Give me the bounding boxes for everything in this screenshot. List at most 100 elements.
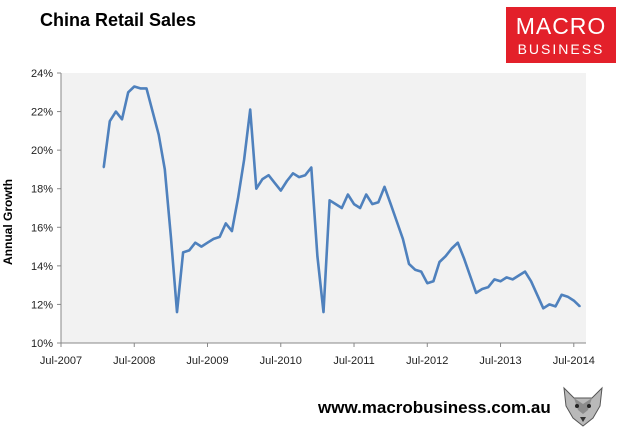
data-point <box>170 236 172 238</box>
data-point <box>347 193 349 196</box>
data-point <box>212 238 215 240</box>
data-point <box>322 311 325 313</box>
data-point <box>163 168 166 171</box>
data-point <box>151 110 154 113</box>
data-point <box>579 305 581 308</box>
data-point <box>115 110 117 113</box>
data-point <box>377 201 380 204</box>
data-point <box>188 249 191 252</box>
data-point <box>566 295 569 298</box>
x-tick-label: Jul-2013 <box>479 355 521 367</box>
data-point <box>517 274 520 277</box>
data-point <box>206 241 209 244</box>
macrobusiness-logo: MACRO BUSINESS <box>506 7 616 63</box>
data-point <box>316 255 319 258</box>
data-point <box>414 268 416 271</box>
data-point <box>408 263 410 265</box>
data-point <box>554 305 557 308</box>
data-point <box>383 185 386 188</box>
data-point <box>255 187 258 190</box>
y-tick-label: 22% <box>31 107 53 119</box>
x-tick-label: Jul-2014 <box>553 355 595 367</box>
data-point <box>133 85 136 88</box>
data-point <box>548 303 551 306</box>
data-point <box>511 278 514 281</box>
data-point <box>340 207 343 209</box>
data-point <box>353 203 355 206</box>
y-tick-label: 16% <box>31 222 53 234</box>
data-point <box>475 292 477 294</box>
x-tick-label: Jul-2009 <box>186 355 228 367</box>
x-tick-label: Jul-2011 <box>333 355 374 367</box>
data-point <box>456 241 459 244</box>
data-point <box>359 207 361 209</box>
data-point <box>224 222 227 225</box>
data-point <box>420 270 423 273</box>
data-point <box>560 293 563 296</box>
data-point <box>292 172 294 175</box>
data-point <box>395 220 398 223</box>
y-tick-label: 12% <box>31 299 53 311</box>
data-point <box>524 270 526 273</box>
x-tick-label: Jul-2012 <box>406 355 448 367</box>
x-tick-label: Jul-2010 <box>260 355 302 367</box>
data-point <box>487 286 490 288</box>
data-point <box>450 247 453 250</box>
data-point <box>176 311 178 313</box>
data-point <box>139 87 142 90</box>
data-point <box>542 307 545 310</box>
data-point <box>157 133 160 136</box>
data-point <box>572 299 575 302</box>
y-tick-label: 24% <box>31 68 53 80</box>
data-point <box>243 158 246 161</box>
logo-line-1: MACRO <box>515 13 607 39</box>
data-point <box>438 261 441 263</box>
data-point <box>469 274 471 277</box>
data-point <box>493 278 496 281</box>
data-point <box>426 282 429 285</box>
fox-icon <box>558 384 608 428</box>
data-point <box>389 203 392 206</box>
data-point <box>261 178 264 181</box>
chart-title: China Retail Sales <box>40 10 197 30</box>
data-point <box>237 197 239 200</box>
data-point <box>328 199 331 202</box>
data-point <box>194 241 197 244</box>
data-point <box>334 203 337 206</box>
data-point <box>304 174 307 177</box>
x-tick-label: Jul-2007 <box>40 355 82 367</box>
data-point <box>279 189 282 192</box>
data-point <box>273 182 276 184</box>
y-tick-label: 20% <box>31 145 53 157</box>
data-point <box>310 166 313 169</box>
data-point <box>121 118 123 121</box>
data-point <box>102 166 105 169</box>
y-tick-label: 14% <box>31 261 53 273</box>
y-tick-label: 10% <box>31 338 53 350</box>
x-tick-label: Jul-2008 <box>113 355 155 367</box>
data-point <box>218 236 221 238</box>
data-point <box>499 280 502 283</box>
data-point <box>108 120 111 123</box>
data-point <box>267 174 270 177</box>
data-point <box>505 276 508 279</box>
data-point <box>432 280 435 283</box>
data-point <box>182 251 185 254</box>
data-point <box>298 176 300 179</box>
data-point <box>200 245 203 248</box>
data-point <box>286 180 288 182</box>
data-point <box>127 91 130 94</box>
data-point <box>249 108 252 111</box>
data-point <box>463 257 465 259</box>
y-axis-label: Annual Growth <box>1 179 15 265</box>
data-point <box>481 288 484 290</box>
data-point <box>145 87 148 90</box>
data-point <box>536 293 539 296</box>
website-url: www.macrobusiness.com.au <box>318 398 551 417</box>
data-point <box>371 203 374 206</box>
data-point <box>530 280 532 283</box>
data-point <box>231 230 233 233</box>
data-point <box>402 238 404 240</box>
y-tick-label: 18% <box>31 184 53 196</box>
